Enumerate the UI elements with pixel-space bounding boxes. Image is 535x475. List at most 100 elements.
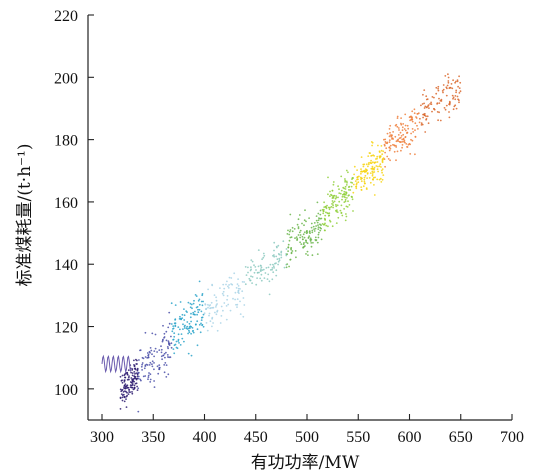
scatter-point xyxy=(338,192,341,195)
scatter-point xyxy=(151,365,154,368)
scatter-point xyxy=(371,165,374,168)
scatter-point xyxy=(308,235,311,238)
scatter-point xyxy=(219,322,222,324)
scatter-point xyxy=(440,100,443,102)
scatter-point xyxy=(149,347,152,349)
scatter-point xyxy=(345,169,348,172)
scatter-point xyxy=(333,200,336,203)
scatter-point xyxy=(148,372,150,374)
scatter-point xyxy=(317,233,320,236)
scatter-point xyxy=(367,155,370,158)
scatter-point xyxy=(135,378,138,381)
scatter-point xyxy=(134,377,137,380)
scatter-point xyxy=(305,239,307,242)
scatter-point xyxy=(373,194,376,196)
scatter-point xyxy=(180,318,183,321)
scatter-point xyxy=(136,385,139,388)
scatter-point xyxy=(260,273,263,276)
scatter-point xyxy=(331,225,334,228)
scatter-point xyxy=(351,198,354,201)
scatter-point xyxy=(187,352,190,355)
scatter-point xyxy=(389,134,392,137)
scatter-point xyxy=(241,281,244,283)
scatter-point xyxy=(133,367,136,370)
scatter-point xyxy=(325,224,328,227)
scatter-point xyxy=(439,119,442,122)
scatter-point xyxy=(125,398,127,400)
scatter-point xyxy=(359,176,362,179)
scatter-point xyxy=(190,312,192,315)
scatter-point xyxy=(127,376,130,379)
scatter-point xyxy=(144,331,147,334)
scatter-point xyxy=(381,178,384,181)
scatter-point xyxy=(190,303,193,306)
scatter-point xyxy=(133,377,135,380)
scatter-point xyxy=(401,138,404,141)
scatter-point xyxy=(123,380,126,383)
scatter-point xyxy=(307,236,310,239)
scatter-point xyxy=(198,323,201,326)
scatter-point xyxy=(393,144,395,147)
scatter-point xyxy=(222,283,225,286)
scatter-point xyxy=(356,176,359,178)
scatter-point xyxy=(316,221,319,224)
scatter-point xyxy=(275,262,277,264)
scatter-point xyxy=(323,206,326,209)
scatter-point xyxy=(288,230,291,233)
scatter-point xyxy=(198,308,201,311)
scatter-point xyxy=(244,283,247,286)
scatter-point xyxy=(451,87,454,90)
scatter-point xyxy=(227,285,229,288)
scatter-point xyxy=(230,283,233,285)
scatter-point xyxy=(433,96,435,99)
scatter-point xyxy=(121,389,124,391)
scatter-point xyxy=(144,375,147,377)
scatter-point xyxy=(215,296,218,299)
scatter-point xyxy=(302,233,305,236)
scatter-point xyxy=(140,365,143,368)
scatter-point xyxy=(165,339,168,342)
scatter-point xyxy=(458,92,461,94)
scatter-point xyxy=(417,127,419,130)
scatter-point xyxy=(329,190,331,193)
scatter-point xyxy=(303,231,306,234)
scatter-point xyxy=(283,266,286,269)
scatter-point xyxy=(187,301,190,304)
scatter-point xyxy=(402,123,405,125)
scatter-point xyxy=(455,89,458,92)
scatter-point xyxy=(349,189,352,191)
scatter-point xyxy=(179,344,182,346)
scatter-point xyxy=(371,178,374,181)
scatter-point xyxy=(164,362,167,364)
scatter-point xyxy=(187,327,190,330)
scatter-point xyxy=(299,236,301,239)
scatter-point xyxy=(318,231,320,234)
scatter-point xyxy=(381,158,384,160)
scatter-point xyxy=(318,217,320,220)
scatter-point xyxy=(381,153,384,156)
scatter-point xyxy=(332,201,335,204)
scatter-point xyxy=(379,155,382,157)
scatter-point xyxy=(162,324,164,327)
scatter-point xyxy=(121,396,124,399)
scatter-point xyxy=(330,194,333,197)
scatter-point xyxy=(215,306,217,308)
scatter-point xyxy=(119,375,122,378)
scatter-point xyxy=(396,139,399,142)
scatter-point xyxy=(130,381,133,384)
scatter-point xyxy=(148,364,151,366)
scatter-point xyxy=(251,276,254,278)
scatter-point xyxy=(222,309,224,312)
scatter-point xyxy=(289,229,292,231)
scatter-point xyxy=(165,351,167,354)
scatter-point xyxy=(178,318,181,320)
scatter-point xyxy=(175,340,178,343)
scatter-point xyxy=(297,226,300,228)
scatter-point xyxy=(382,174,385,177)
scatter-point xyxy=(149,361,152,364)
scatter-point xyxy=(457,98,459,101)
scatter-point xyxy=(294,237,296,240)
scatter-point xyxy=(315,215,318,218)
scatter-point xyxy=(326,212,329,214)
scatter-point xyxy=(380,169,383,172)
